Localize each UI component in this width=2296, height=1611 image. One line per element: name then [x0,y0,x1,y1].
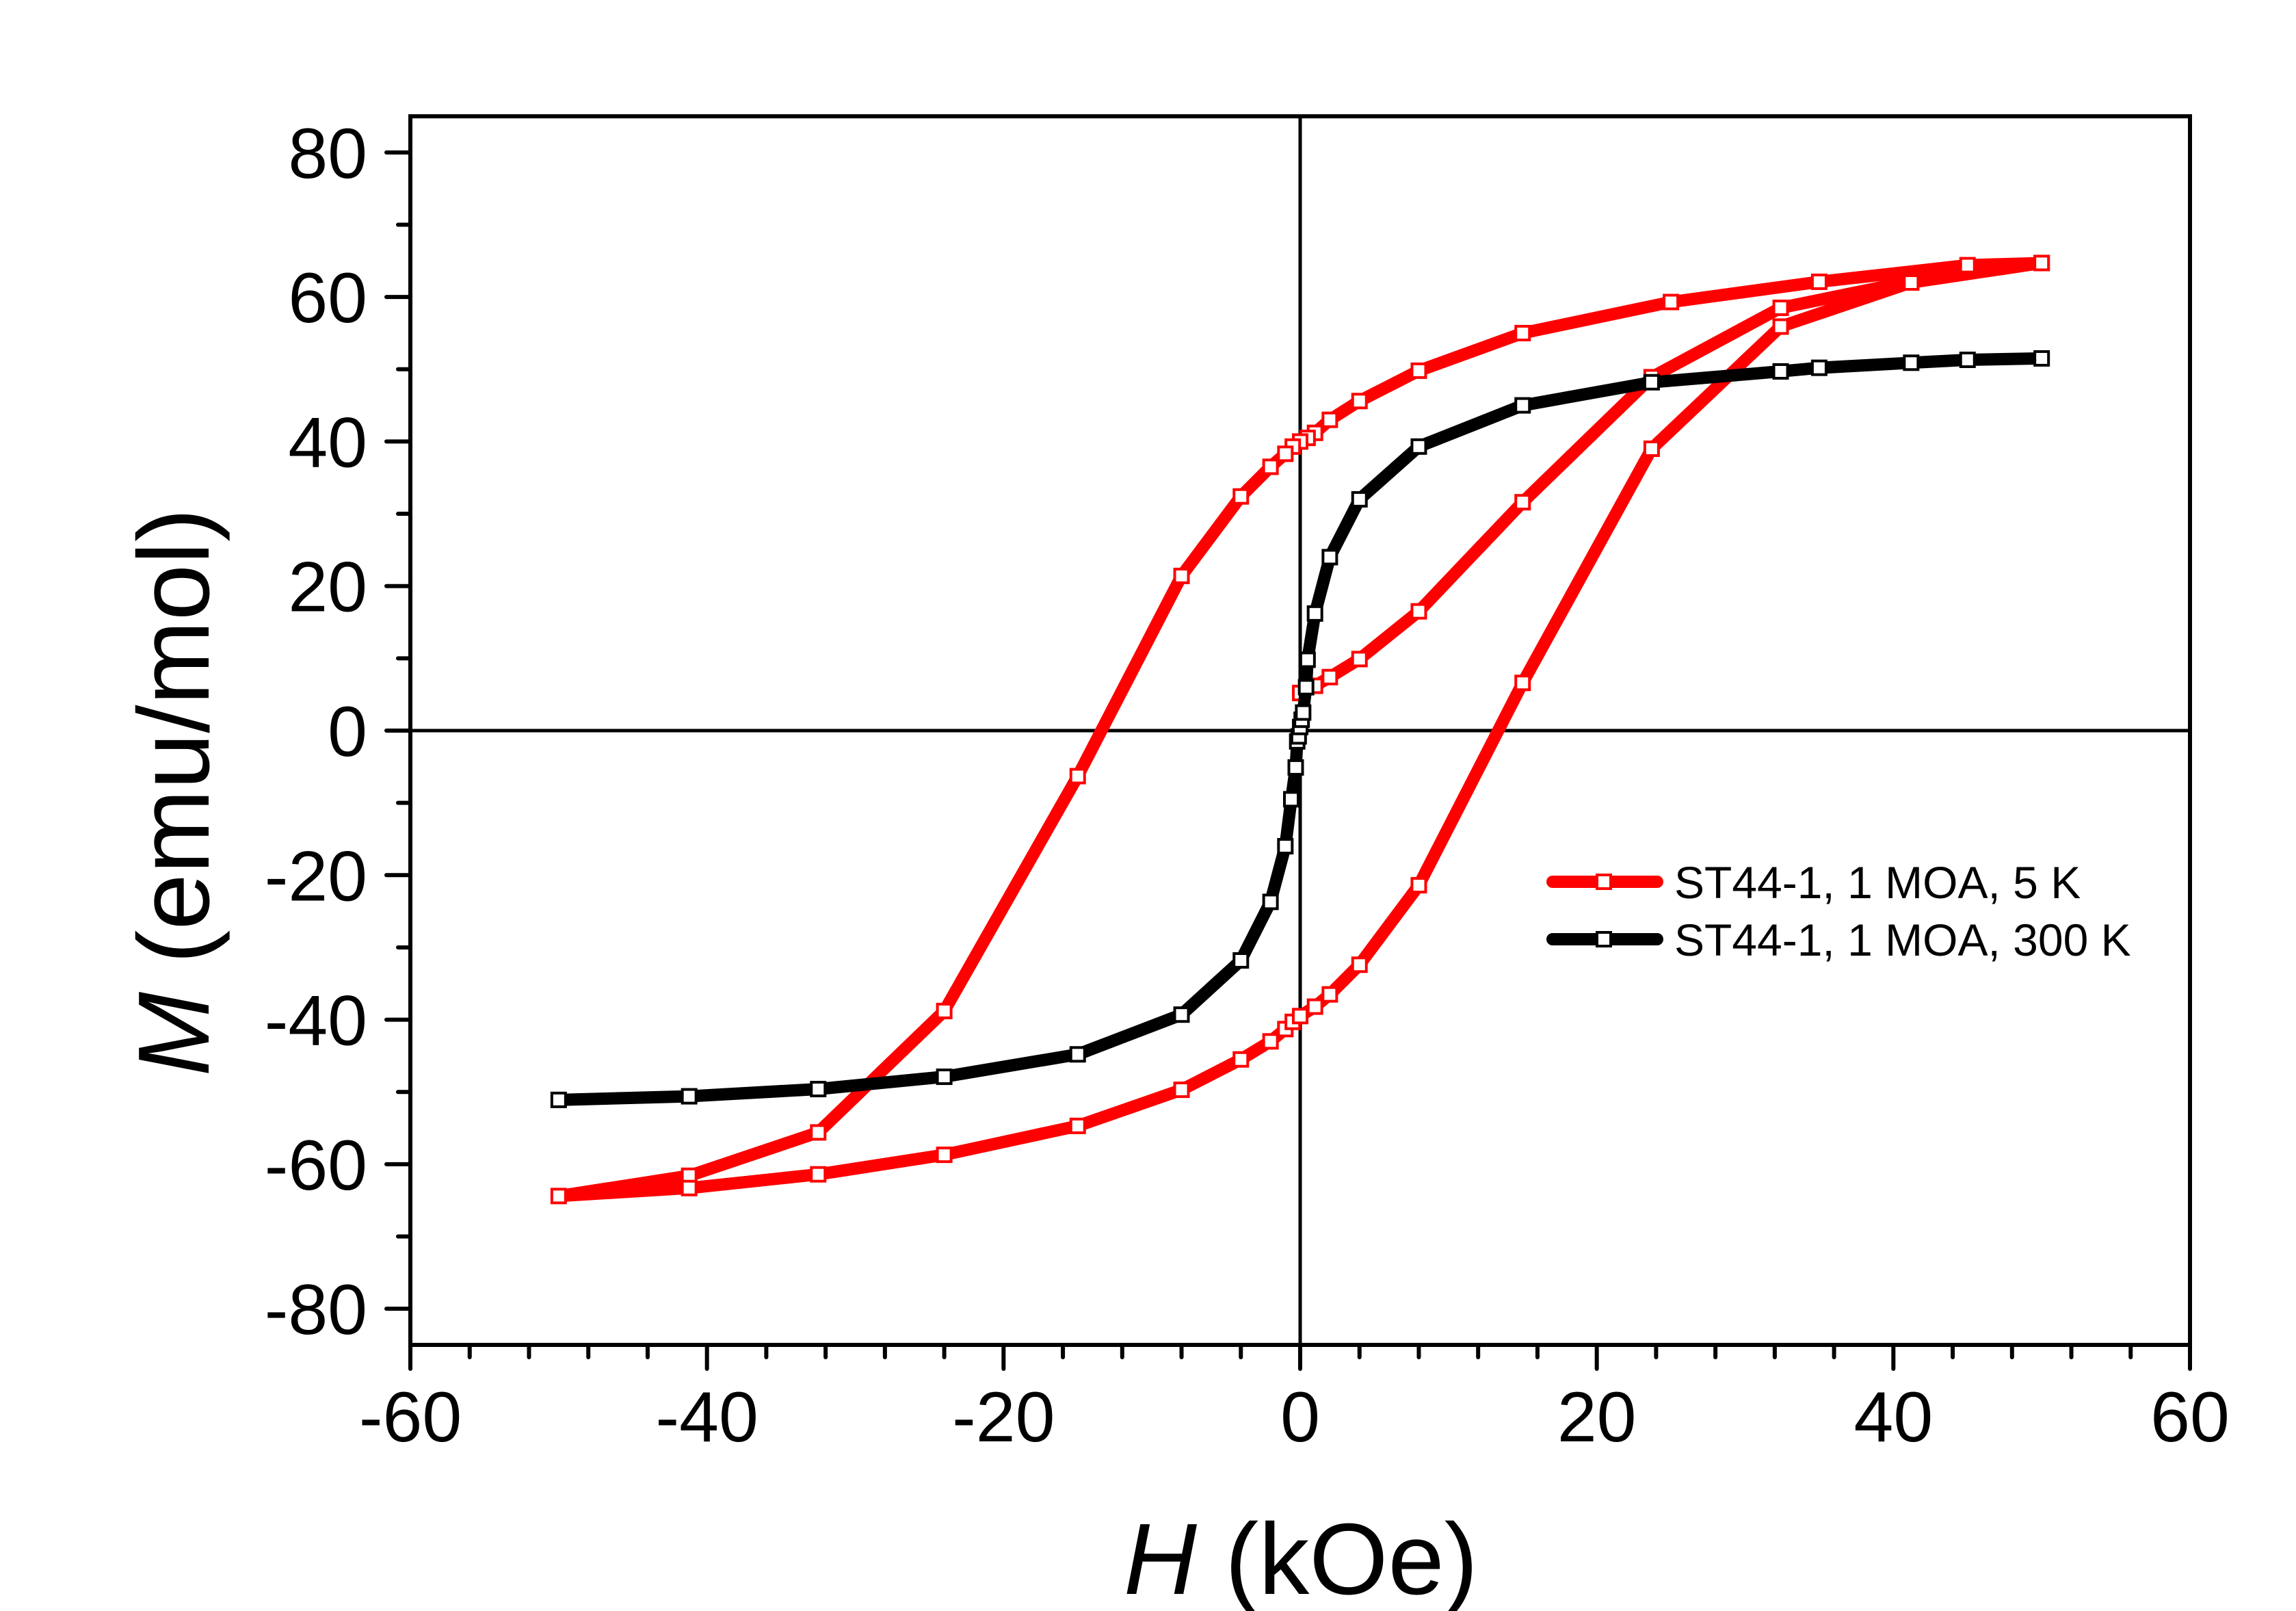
x-axis: -60 -40 -20 0 20 40 60 [359,1343,2230,1457]
y-tick-label: -60 [265,1126,367,1205]
data-point-marker [1232,1051,1250,1068]
x-tick-label: 0 [1280,1378,1320,1457]
x-axis-unit: (kOe) [1197,1503,1478,1611]
y-tick-label: 60 [288,259,367,338]
data-point-marker [1321,411,1338,428]
x-tick-label: -40 [656,1378,758,1457]
data-point-marker [1351,490,1368,508]
data-point-marker [1277,445,1294,462]
y-tick-label: -20 [265,837,367,916]
data-point-marker [1173,1006,1190,1023]
data-point-marker [1772,363,1789,380]
y-tick-label: 80 [288,114,367,194]
data-point-marker [1297,679,1315,696]
data-point-marker [936,1002,953,1019]
data-point-marker [2033,350,2050,367]
x-tick-label: 60 [2150,1378,2230,1457]
y-tick-label: -40 [265,982,367,1061]
data-point-marker [1514,494,1531,511]
legend-marker-5k [1596,874,1612,890]
data-point-marker [1410,438,1427,455]
x-tick-label: 40 [1853,1378,1933,1457]
data-point-marker [1663,293,1680,311]
legend-label-5k: ST44-1, 1 MOA, 5 K [1674,857,2081,908]
data-point-marker [1299,651,1316,668]
x-tick-label: -20 [952,1378,1055,1457]
data-point-marker [2033,254,2050,272]
x-tick-label: 20 [1557,1378,1637,1457]
data-point-marker [1277,838,1294,855]
legend-marker-300k [1596,931,1612,947]
y-tick-label: 20 [288,548,367,627]
y-axis-title: M (emu/mol) [118,508,230,1077]
data-point-marker [1410,362,1427,379]
data-point-marker [1643,440,1660,457]
x-axis-title: H (kOe) [1124,1503,1478,1611]
y-axis: -80 -60 -40 -20 0 20 40 60 80 [265,114,412,1350]
data-point-marker [1262,1033,1279,1050]
data-point-marker [1959,352,1976,369]
data-point-marker [1069,1117,1086,1134]
data-point-marker [1295,704,1312,721]
data-point-marker [1262,893,1279,911]
data-point-marker [810,1166,827,1183]
data-point-marker [1287,759,1304,776]
data-point-marker [550,1091,567,1108]
data-point-marker [1410,603,1427,620]
data-point-marker [1173,567,1190,584]
data-point-marker [1772,299,1789,316]
data-point-marker [1514,397,1531,414]
data-point-marker [810,1124,827,1141]
data-point-marker [1772,318,1789,335]
data-point-marker [1232,952,1250,969]
data-point-marker [1292,1008,1308,1025]
data-point-marker [1262,458,1279,475]
data-point-marker [810,1081,827,1098]
data-point-marker [1351,956,1368,973]
data-point-marker [1321,986,1338,1003]
data-point-marker [1810,273,1827,290]
data-point-marker [1069,768,1086,785]
y-tick-label: 40 [288,403,367,482]
legend-item-300k[interactable]: ST44-1, 1 MOA, 300 K [1546,915,2131,965]
y-tick-label: -80 [265,1270,367,1350]
series-layer [550,254,2050,1205]
y-axis-unit: (emu/mol) [118,508,230,992]
data-point-marker [1643,374,1660,391]
data-point-marker [1306,605,1323,622]
legend-item-5k[interactable]: ST44-1, 1 MOA, 5 K [1546,857,2081,908]
data-point-marker [1410,877,1427,894]
data-point-marker [1810,359,1827,376]
x-tick-label: -60 [359,1378,462,1457]
data-point-marker [1903,274,1920,291]
data-point-marker [1282,791,1299,808]
data-point-marker [1321,668,1338,685]
data-point-marker [681,1088,698,1105]
data-point-marker [1173,1082,1190,1099]
x-axis-symbol: H [1124,1503,1198,1611]
data-point-marker [936,1147,953,1164]
legend-label-300k: ST44-1, 1 MOA, 300 K [1674,915,2131,965]
data-point-marker [1351,651,1368,668]
data-point-marker [1903,354,1920,371]
data-point-marker [1321,549,1338,566]
data-point-marker [1306,998,1323,1015]
legend: ST44-1, 1 MOA, 5 K ST44-1, 1 MOA, 300 K [1546,857,2131,965]
data-point-marker [681,1179,698,1196]
data-point-marker [1232,488,1250,505]
y-tick-label: 0 [328,692,367,772]
data-point-marker [1514,674,1531,692]
data-point-marker [1959,257,1976,274]
data-point-marker [1351,393,1368,410]
data-point-marker [936,1069,953,1086]
data-point-marker [550,1188,567,1205]
series-1 [550,350,2050,1108]
data-point-marker [1069,1046,1086,1063]
y-axis-symbol: M [118,991,230,1076]
data-point-marker [1514,324,1531,341]
